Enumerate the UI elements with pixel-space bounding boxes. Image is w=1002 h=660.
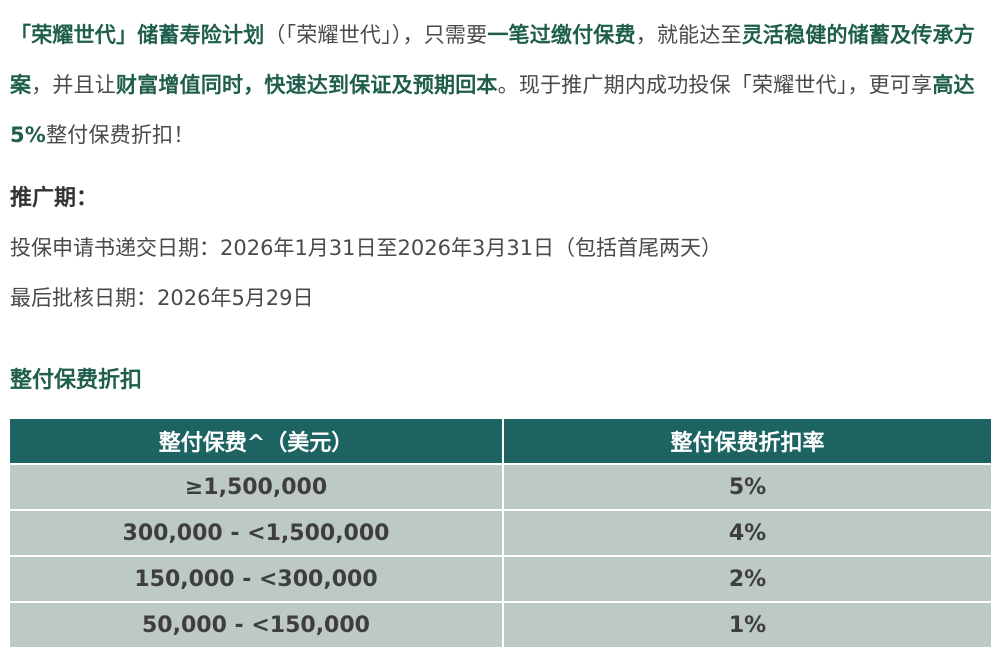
intro-paragraph: 「荣耀世代」储蓄寿险计划（「荣耀世代」），只需要一笔过缴付保费，就能达至灵活稳健… xyxy=(10,10,1000,160)
header-discount-rate: 整付保费折扣率 xyxy=(502,417,993,465)
promo-period-title: 推广期： xyxy=(10,186,99,211)
highlight-savings-solution: 灵活稳健的储蓄及传承方案 xyxy=(10,23,975,97)
rate-cell: 2% xyxy=(502,555,993,603)
table-row: 150,000 - <300,000 2% xyxy=(8,555,993,603)
approval-date: 最后批核日期：2026年5月29日 xyxy=(10,286,314,310)
premium-cell: ≥1,500,000 xyxy=(8,463,504,511)
header-premium: 整付保费^（美元） xyxy=(8,417,504,465)
premium-cell: 150,000 - <300,000 xyxy=(8,555,504,603)
intro-text-5: 整付保费折扣！ xyxy=(46,123,195,147)
rate-cell: 5% xyxy=(502,463,993,511)
table-header-row: 整付保费^（美元） 整付保费折扣率 xyxy=(8,417,993,465)
intro-text-4: 。现于推广期内成功投保「荣耀世代」，更可享 xyxy=(497,73,933,97)
highlight-discount: 高达5% xyxy=(10,73,975,147)
intro-text-3: ，并且让 xyxy=(31,73,117,97)
intro-text-1: （「荣耀世代」），只需要 xyxy=(264,23,488,47)
premium-cell: 50,000 - <150,000 xyxy=(8,601,504,649)
table-row: ≥1,500,000 5% xyxy=(8,463,993,511)
premium-cell: 300,000 - <1,500,000 xyxy=(8,509,504,557)
table-row: 50,000 - <150,000 1% xyxy=(8,601,993,649)
rate-cell: 4% xyxy=(502,509,993,557)
submission-date: 投保申请书递交日期：2026年1月31日至2026年3月31日（包括首尾两天） xyxy=(10,236,723,260)
highlight-single-premium: 一笔过缴付保费 xyxy=(487,23,636,47)
table-row: 300,000 - <1,500,000 4% xyxy=(8,509,993,557)
discount-table-title: 整付保费折扣 xyxy=(10,368,143,393)
intro-text-2: ，就能达至 xyxy=(635,23,742,47)
highlight-breakeven: 财富增值同时，快速达到保证及预期回本 xyxy=(116,73,498,97)
plan-name: 「荣耀世代」储蓄寿险计划 xyxy=(10,23,265,47)
rate-cell: 1% xyxy=(502,601,993,649)
discount-table: 整付保费^（美元） 整付保费折扣率 ≥1,500,000 5% 300,000 … xyxy=(8,417,993,649)
